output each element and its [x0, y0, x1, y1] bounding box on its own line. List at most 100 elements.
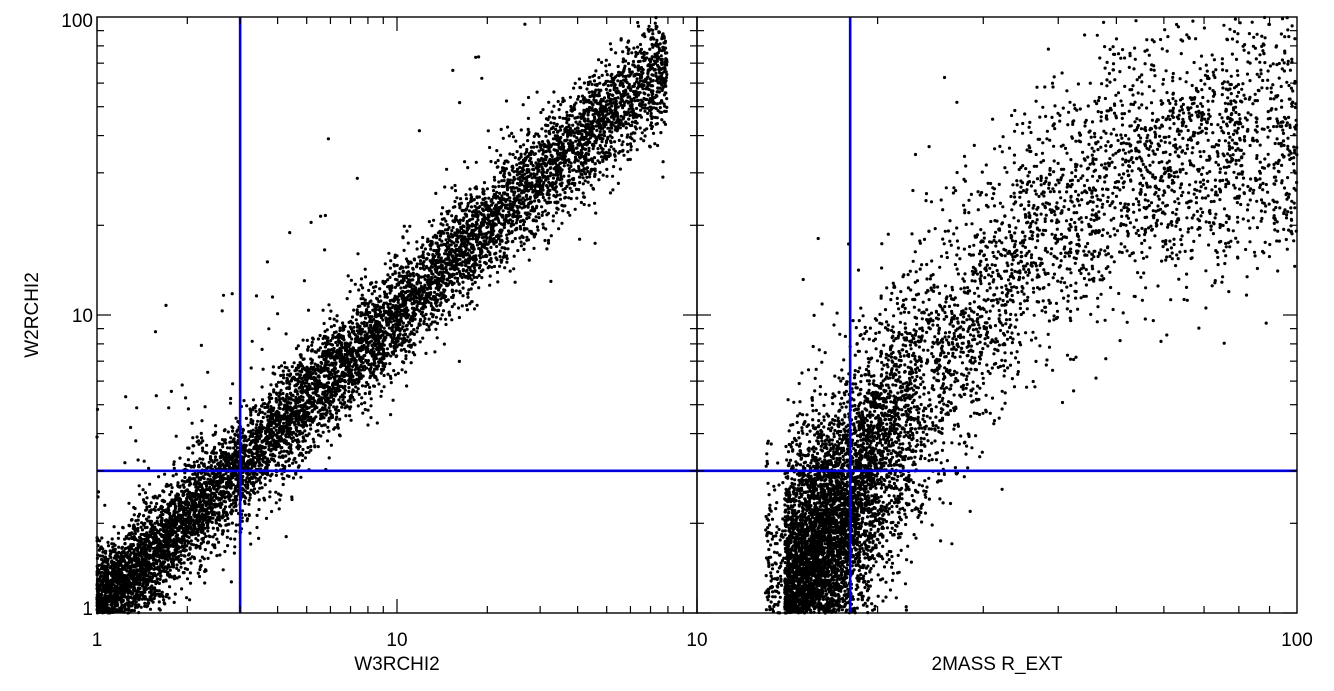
- data-point: [231, 429, 235, 433]
- data-point: [460, 241, 464, 246]
- data-point: [534, 215, 538, 219]
- data-point: [161, 595, 165, 599]
- data-point: [504, 99, 509, 103]
- data-point: [427, 252, 431, 257]
- data-point: [180, 587, 184, 591]
- data-point: [132, 513, 136, 517]
- data-point: [425, 322, 429, 327]
- data-point: [332, 317, 336, 321]
- data-point: [403, 332, 408, 336]
- data-point: [588, 172, 592, 176]
- data-point: [230, 292, 234, 296]
- data-point: [413, 353, 417, 357]
- data-point: [356, 252, 360, 256]
- data-point: [498, 255, 502, 259]
- data-point: [229, 537, 233, 541]
- data-point: [515, 173, 519, 177]
- data-point: [442, 342, 446, 346]
- data-point: [533, 152, 538, 156]
- data-point: [130, 560, 134, 565]
- data-point: [279, 380, 284, 384]
- data-point: [186, 407, 190, 411]
- data-point: [319, 365, 323, 369]
- data-point: [663, 122, 668, 126]
- data-point: [557, 227, 561, 231]
- data-point: [440, 276, 444, 280]
- data-point: [211, 526, 215, 530]
- data-point: [230, 521, 234, 525]
- data-point: [658, 110, 662, 114]
- data-point: [352, 398, 356, 402]
- data-point: [439, 317, 443, 321]
- data-point: [625, 45, 629, 49]
- data-point: [474, 160, 478, 164]
- data-point: [256, 419, 260, 423]
- data-point: [501, 136, 505, 140]
- data-point: [290, 365, 294, 369]
- data-point: [357, 288, 361, 292]
- data-point: [369, 371, 373, 375]
- data-point: [513, 236, 517, 241]
- data-point: [466, 295, 470, 299]
- data-point: [521, 103, 525, 107]
- data-point: [493, 178, 497, 182]
- data-point: [496, 158, 500, 163]
- data-point: [613, 158, 618, 162]
- data-point: [242, 399, 246, 403]
- data-point: [396, 300, 400, 304]
- data-point: [233, 537, 237, 541]
- data-point: [488, 274, 492, 278]
- data-point: [566, 163, 570, 167]
- data-point: [399, 348, 403, 352]
- data-point: [192, 460, 196, 464]
- data-point: [143, 601, 147, 606]
- data-point: [597, 76, 601, 80]
- data-point: [594, 211, 598, 215]
- data-point: [226, 516, 230, 521]
- data-point: [662, 102, 666, 106]
- data-point: [268, 490, 272, 494]
- data-point: [377, 348, 381, 352]
- data-point: [513, 156, 517, 160]
- data-point: [441, 206, 445, 210]
- data-point: [272, 440, 277, 444]
- data-point: [452, 302, 456, 306]
- data-point: [463, 160, 467, 164]
- data-point: [185, 596, 189, 600]
- data-point: [453, 199, 457, 204]
- data-point: [607, 148, 611, 152]
- data-point: [585, 175, 589, 179]
- data-point: [656, 143, 660, 148]
- data-point: [338, 417, 342, 421]
- data-point: [229, 580, 233, 584]
- data-point: [412, 328, 416, 332]
- data-point: [421, 235, 425, 240]
- data-point: [658, 42, 662, 46]
- data-point: [304, 450, 308, 455]
- data-point: [455, 237, 459, 241]
- data-point: [210, 451, 214, 455]
- data-point: [361, 286, 365, 290]
- data-point: [433, 275, 437, 279]
- data-point: [508, 152, 512, 156]
- data-point: [304, 433, 308, 437]
- data-point: [372, 289, 377, 293]
- data-point: [560, 221, 564, 225]
- data-point: [613, 140, 617, 144]
- data-point: [281, 463, 285, 467]
- data-point: [255, 423, 259, 427]
- data-point: [407, 350, 411, 354]
- data-point: [633, 125, 637, 129]
- data-point: [500, 166, 505, 170]
- left-points: [95, 16, 669, 615]
- data-point: [274, 383, 278, 387]
- data-point: [310, 340, 314, 344]
- data-point: [271, 454, 275, 458]
- data-point: [451, 225, 455, 230]
- data-point: [417, 322, 421, 326]
- data-point: [198, 457, 202, 461]
- data-point: [636, 20, 640, 25]
- data-point: [558, 197, 563, 201]
- data-point: [327, 456, 331, 460]
- data-point: [314, 415, 318, 419]
